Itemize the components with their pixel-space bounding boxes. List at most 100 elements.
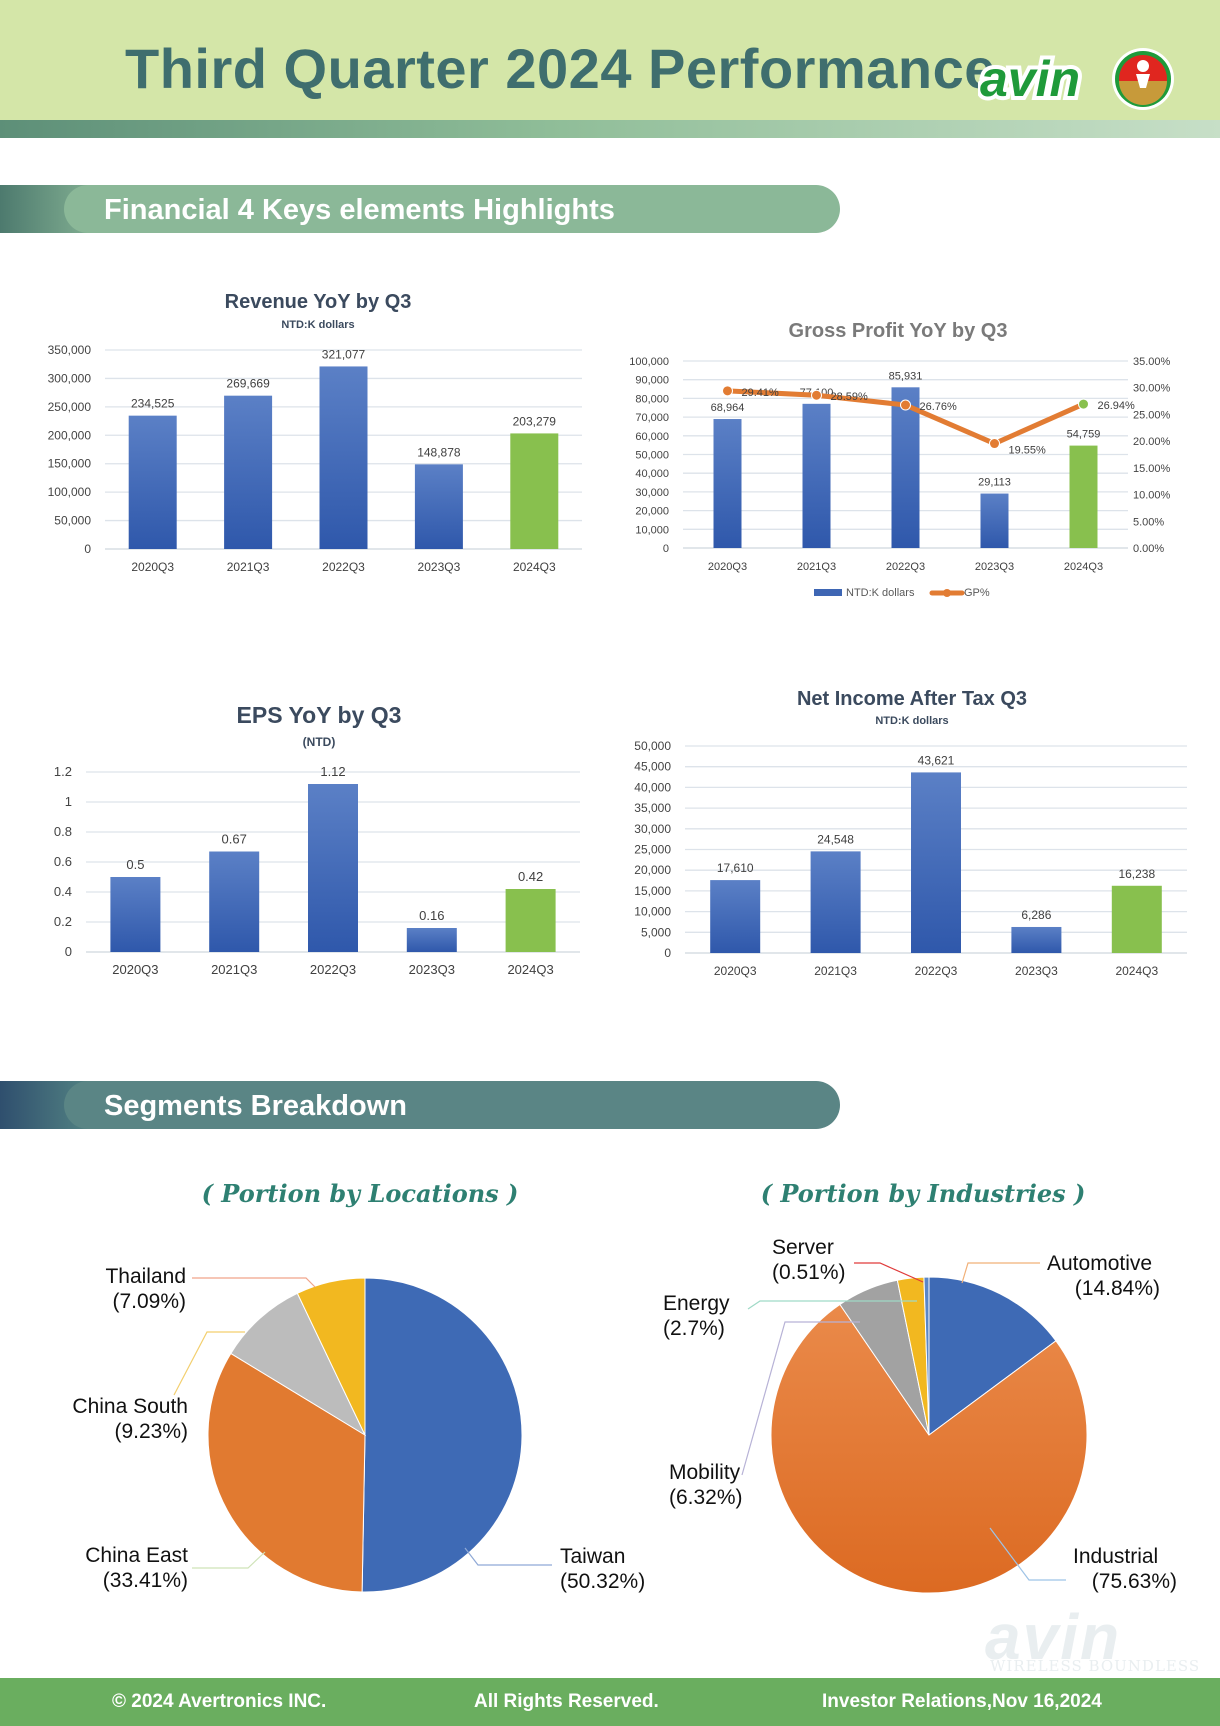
eps-chart-title: EPS YoY by Q3: [237, 702, 402, 728]
revenue-x-tick: 2022Q3: [322, 560, 365, 574]
industries-slice-name: Automotive: [1047, 1252, 1152, 1275]
eps-y-tick: 1.2: [54, 764, 72, 779]
locations-pie-title: ( Portion by Locations ): [202, 1179, 519, 1208]
gross-profit-gp-point: [989, 438, 1000, 450]
segments-section-title: Segments Breakdown: [104, 1090, 407, 1122]
locations-slice: [296, 1277, 366, 1436]
eps-x-tick: 2020Q3: [112, 962, 158, 977]
industries-slice-percent: (6.32%): [669, 1486, 743, 1509]
gross-profit-y2-tick: 20.00%: [1133, 436, 1171, 448]
gross-profit-x-tick: 2023Q3: [975, 561, 1014, 573]
watermark-tagline: WIRELESS BOUNDLESS: [990, 1657, 1201, 1675]
gross-profit-legend-label: NTD:K dollars: [846, 587, 915, 599]
gross-profit-gp-point: [900, 399, 911, 411]
gross-profit-y-tick: 90,000: [635, 375, 669, 387]
revenue-bar: [224, 395, 273, 549]
gross-profit-gp-point: [811, 389, 822, 401]
segments-section-bar: Segments Breakdown: [0, 1081, 840, 1129]
revenue-chart-title: Revenue YoY by Q3: [225, 291, 412, 313]
revenue-data-label: 234,525: [131, 397, 175, 411]
net-income-y-tick: 45,000: [634, 760, 671, 774]
gross-profit-y2-tick: 35.00%: [1133, 356, 1171, 368]
net-income-x-tick: 2021Q3: [814, 964, 857, 978]
revenue-bar: [414, 464, 463, 549]
net-income-y-tick: 50,000: [634, 739, 671, 753]
revenue-x-tick: 2020Q3: [131, 560, 174, 574]
industries-leader-line: [961, 1262, 1040, 1284]
locations-slice-percent: (9.23%): [114, 1420, 188, 1443]
gross-profit-bar: [891, 387, 920, 548]
eps-data-label: 1.12: [320, 764, 345, 779]
watermark-logo: avin: [985, 1601, 1122, 1673]
eps-data-label: 0.67: [222, 832, 247, 847]
gross-profit-y2-tick: 0.00%: [1133, 543, 1164, 555]
gross-profit-x-tick: 2022Q3: [886, 561, 925, 573]
locations-leader-line: [192, 1551, 266, 1569]
svg-text:avin: avin: [980, 51, 1080, 107]
net-income-y-tick: 30,000: [634, 822, 671, 836]
gross-profit-gp-label: 28.59%: [831, 391, 869, 403]
revenue-data-label: 269,669: [226, 377, 270, 391]
header-bar: [0, 0, 1220, 120]
revenue-y-tick: 50,000: [54, 514, 91, 528]
eps-y-tick: 0.8: [54, 824, 72, 839]
gross-profit-legend-swatch-point: [943, 589, 951, 597]
net-income-x-tick: 2024Q3: [1115, 964, 1158, 978]
footer-rights: All Rights Reserved.: [474, 1691, 659, 1712]
gross-profit-y-tick: 10,000: [635, 524, 669, 536]
net-income-y-tick: 40,000: [634, 780, 671, 794]
eps-bar: [110, 877, 161, 952]
locations-slice: [207, 1352, 366, 1593]
net-income-y-tick: 10,000: [634, 905, 671, 919]
net-income-x-tick: 2023Q3: [1015, 964, 1058, 978]
locations-slice-name: Taiwan: [560, 1545, 625, 1568]
eps-data-label: 0.42: [518, 869, 543, 884]
gross-profit-bar: [802, 403, 831, 548]
locations-slice-name: China South: [72, 1395, 188, 1418]
industries-slice: [928, 1276, 1057, 1436]
net-income-bar: [1011, 926, 1062, 953]
locations-slice-percent: (7.09%): [112, 1290, 186, 1313]
gross-profit-y2-tick: 10.00%: [1133, 490, 1171, 502]
net-income-bar: [1111, 885, 1162, 953]
revenue-bar: [128, 415, 177, 549]
gross-profit-legend-label: GP%: [964, 587, 990, 599]
industries-leader-line: [741, 1321, 860, 1476]
gross-profit-y-tick: 20,000: [635, 506, 669, 518]
eps-bar: [406, 928, 457, 952]
net-income-y-tick: 5,000: [641, 925, 671, 939]
revenue-x-tick: 2023Q3: [418, 560, 461, 574]
gross-profit-bar: [1069, 445, 1098, 548]
footer-investor-relations: Investor Relations,Nov 16,2024: [822, 1691, 1102, 1712]
net-income-y-tick: 25,000: [634, 843, 671, 857]
financial-section-bar: Financial 4 Keys elements Highlights: [0, 185, 840, 233]
eps-y-tick: 1: [65, 794, 72, 809]
locations-leader-line: [464, 1547, 552, 1566]
gross-profit-y-tick: 60,000: [635, 431, 669, 443]
revenue-y-tick: 150,000: [48, 457, 92, 471]
eps-x-tick: 2024Q3: [507, 962, 553, 977]
gross-profit-data-label: 68,964: [711, 402, 745, 414]
gross-profit-y2-tick: 15.00%: [1133, 463, 1171, 475]
svg-text:avin: avin: [980, 51, 1080, 107]
net-income-data-label: 6,286: [1021, 908, 1051, 922]
gross-profit-gp-point: [722, 385, 733, 397]
industries-slice-percent: (0.51%): [772, 1261, 846, 1284]
eps-y-tick: 0: [65, 944, 72, 959]
gross-profit-x-tick: 2021Q3: [797, 561, 836, 573]
eps-bar: [209, 851, 260, 952]
net-income-bar: [911, 772, 961, 953]
industries-slice-name: Industrial: [1073, 1545, 1158, 1568]
gross-profit-chart-title: Gross Profit YoY by Q3: [789, 320, 1008, 342]
eps-x-tick: 2023Q3: [409, 962, 455, 977]
revenue-chart-subtitle: NTD:K dollars: [281, 319, 354, 331]
industries-pie-title: ( Portion by Industries ): [761, 1179, 1086, 1208]
industries-slice-percent: (2.7%): [663, 1317, 725, 1340]
industries-slice: [923, 1276, 930, 1436]
gross-profit-y-tick: 40,000: [635, 468, 669, 480]
industries-leader-line: [989, 1527, 1066, 1581]
net-income-bar: [810, 851, 861, 953]
footer-copyright: © 2024 Avertronics INC.: [112, 1691, 327, 1712]
industries-slice-name: Energy: [663, 1292, 730, 1315]
